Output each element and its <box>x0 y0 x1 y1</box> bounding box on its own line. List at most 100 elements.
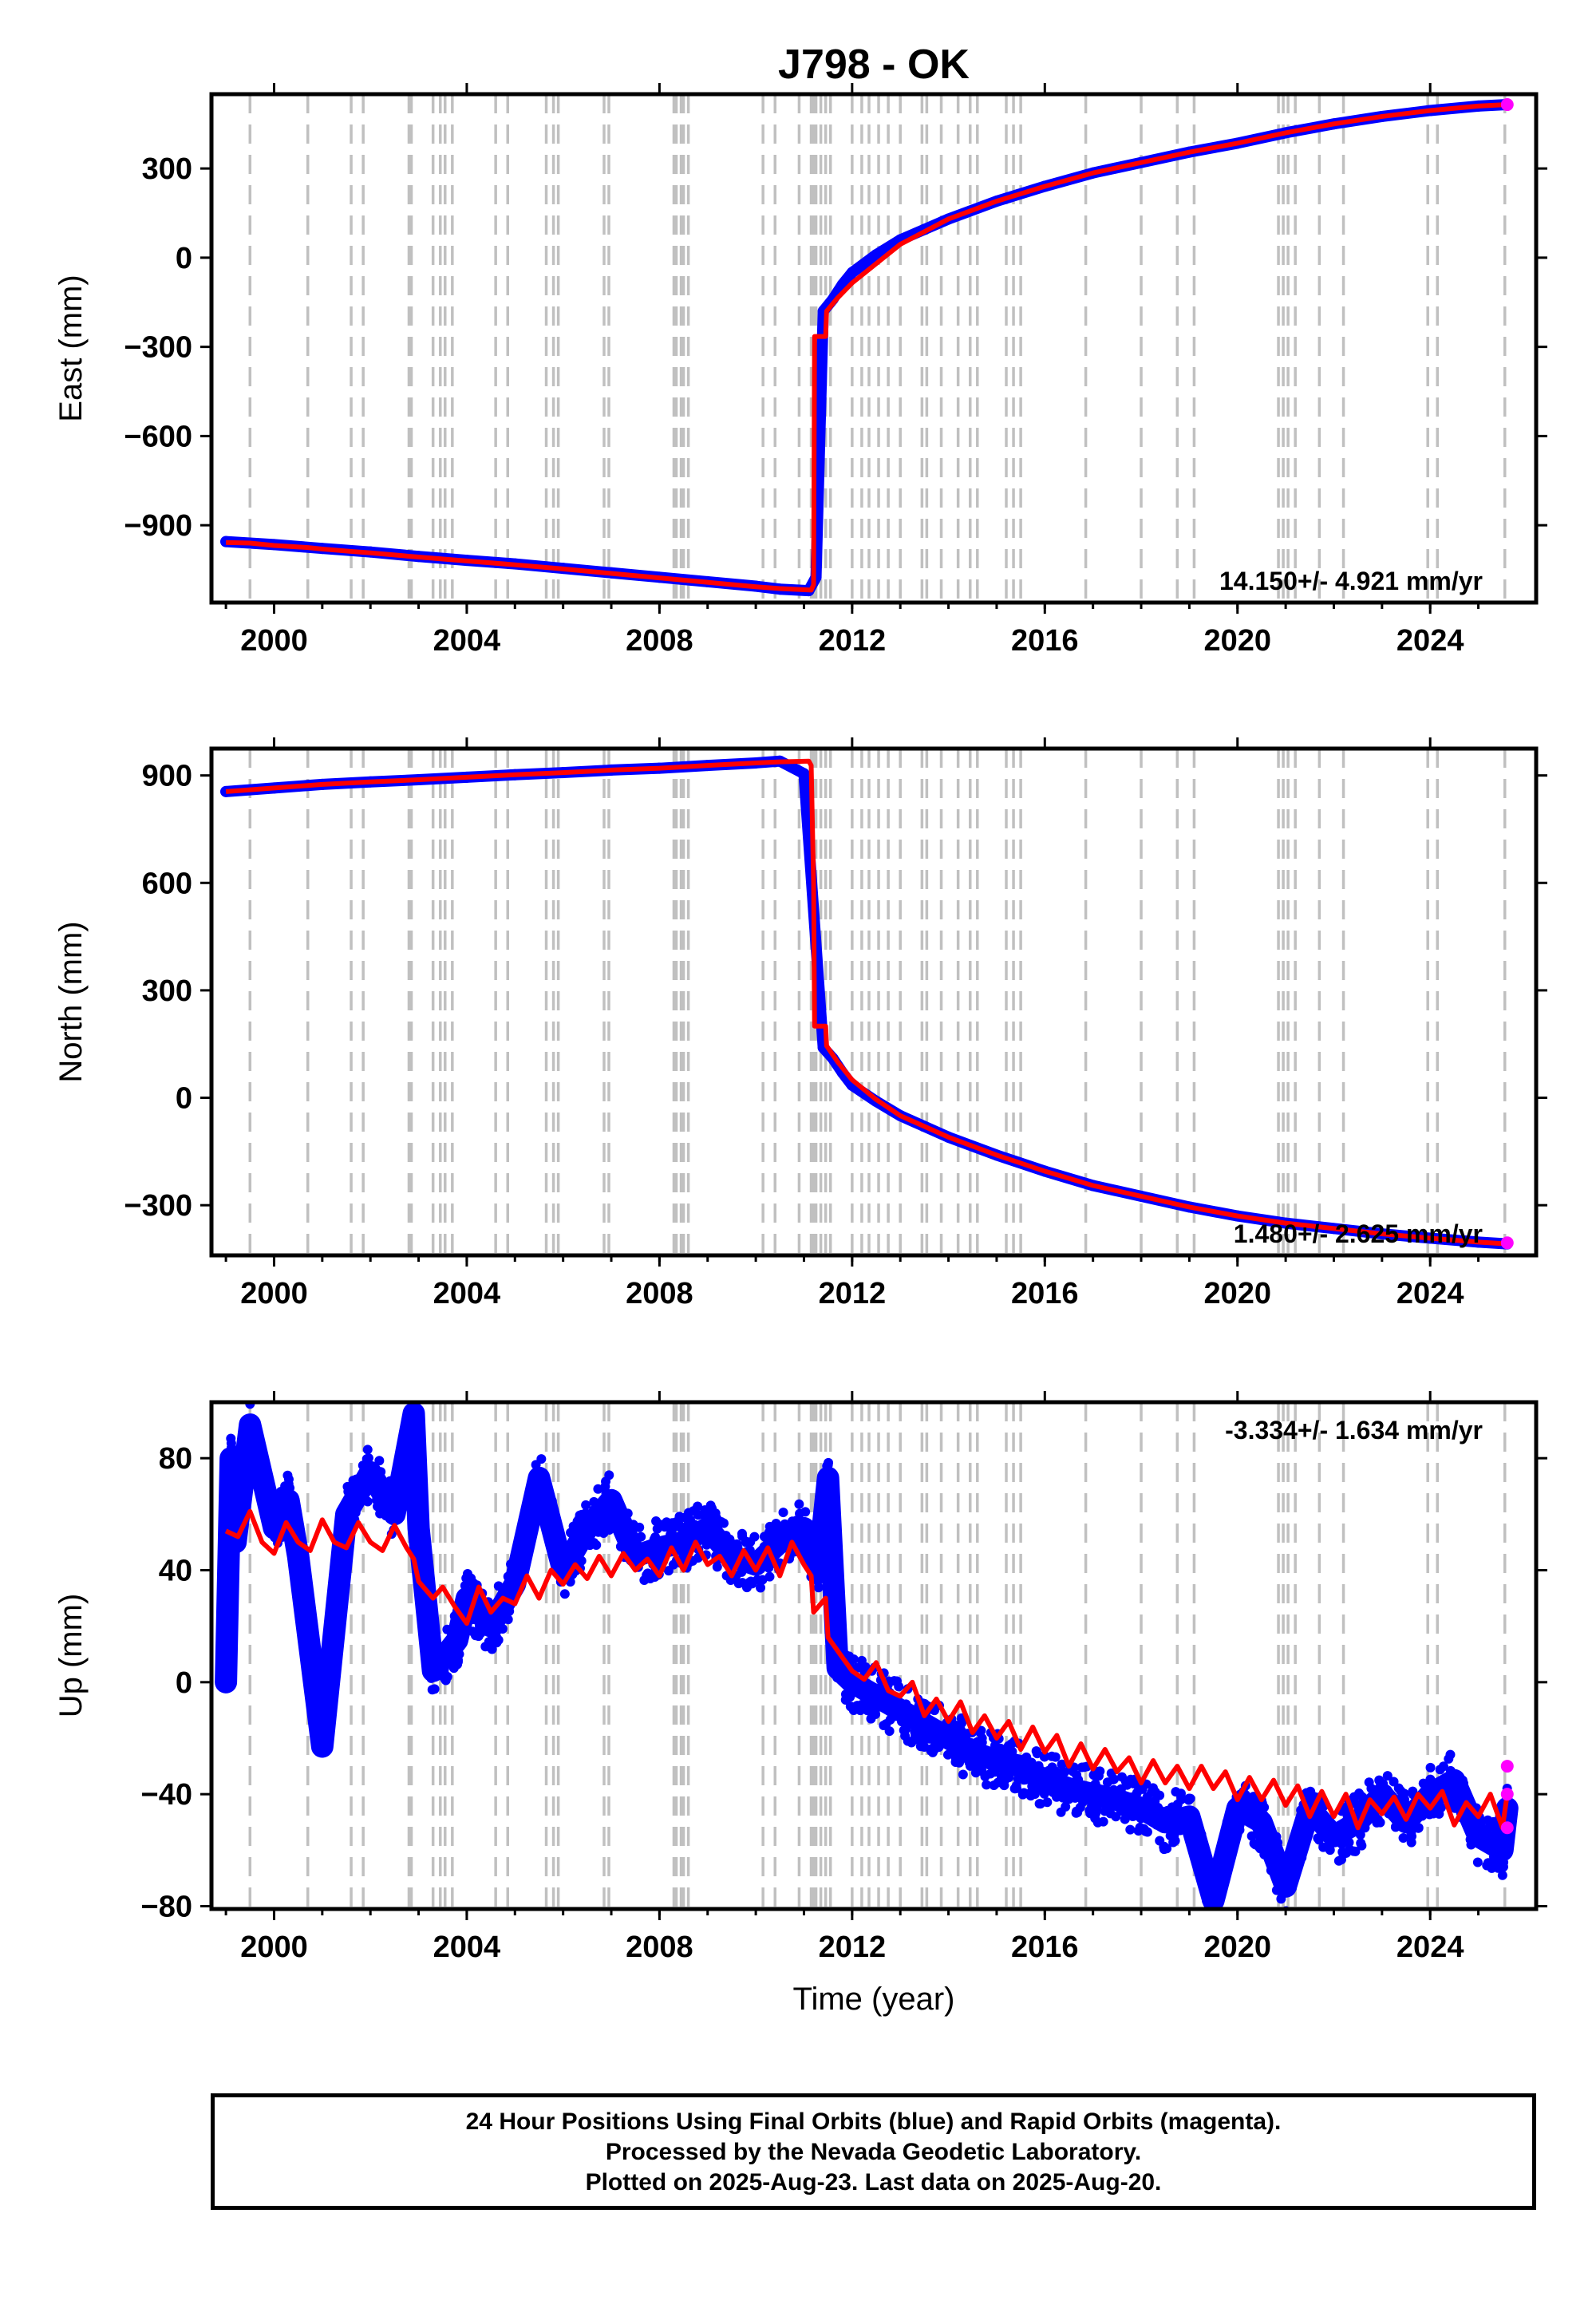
final-orbit-point <box>828 1555 838 1566</box>
final-orbit-point <box>1391 1821 1401 1832</box>
plot-frame-up <box>209 1400 1539 1911</box>
final-orbit-point <box>824 1485 834 1496</box>
final-orbit-point <box>634 1522 645 1532</box>
final-orbit-point <box>764 1571 775 1582</box>
final-orbit-point <box>270 1525 280 1535</box>
final-orbit-point <box>543 1515 554 1525</box>
final-orbit-point <box>255 1444 265 1454</box>
final-orbit-point <box>824 1457 834 1468</box>
final-orbit-point <box>887 1698 898 1709</box>
final-orbit-point <box>1296 1812 1306 1822</box>
final-orbit-point <box>1333 1856 1344 1866</box>
y-tick-label: 0 <box>176 1666 192 1700</box>
final-orbit-point <box>1357 1792 1367 1802</box>
x-tick-label: 2000 <box>240 624 308 658</box>
final-orbit-point <box>832 1673 843 1683</box>
final-orbit-point <box>1240 1796 1250 1806</box>
final-orbit-point <box>1078 1796 1088 1807</box>
final-orbit-point <box>256 1494 267 1504</box>
final-orbit-point <box>1391 1815 1401 1825</box>
x-tick-label: 2004 <box>433 1277 501 1310</box>
final-orbit-point <box>252 1425 263 1435</box>
gps-time-series-figure: J798 - OK 300 0 −300 −600 −900 2000 2004 2008 20… <box>53 41 1547 2017</box>
final-orbit-point <box>884 1726 895 1737</box>
rapid-orbit-point <box>1500 1788 1514 1801</box>
plot-frame-north <box>209 746 1539 1258</box>
y-axis-title-east: East (mm) <box>53 275 89 421</box>
final-orbit-point <box>1486 1819 1496 1829</box>
final-orbit-point <box>298 1579 309 1589</box>
final-orbit-point <box>946 1740 957 1750</box>
final-orbit-point <box>1070 1792 1080 1803</box>
final-orbit-point <box>321 1682 331 1692</box>
footer-box: 24 Hour Positions Using Final Orbits (bl… <box>211 2093 1536 2210</box>
final-orbit-point <box>776 1522 787 1532</box>
final-orbit-point <box>374 1456 385 1466</box>
x-tick-label: 2020 <box>1203 1931 1271 1964</box>
final-orbit-point <box>348 1476 358 1486</box>
final-orbit-point <box>1266 1865 1276 1875</box>
final-orbit-point <box>1425 1762 1436 1773</box>
final-orbit-point <box>589 1504 599 1515</box>
x-tick-label: 2020 <box>1203 1277 1271 1310</box>
final-orbit-point <box>1497 1870 1507 1880</box>
final-orbit-point <box>1292 1848 1302 1859</box>
final-orbit-point <box>504 1606 515 1616</box>
plot-frame-east <box>209 92 1539 605</box>
chart-title: J798 - OK <box>778 41 970 88</box>
final-orbit-point <box>958 1741 968 1751</box>
final-orbit-point <box>1313 1833 1323 1844</box>
final-orbit-point <box>1488 1840 1499 1851</box>
final-orbit-point <box>354 1498 365 1508</box>
final-orbit-point <box>615 1541 626 1551</box>
final-orbit-point <box>826 1516 836 1527</box>
final-orbit-point <box>680 1526 690 1536</box>
final-orbit-point <box>1148 1798 1159 1808</box>
final-orbit-point <box>258 1459 268 1469</box>
final-orbit-point <box>411 1440 421 1450</box>
final-orbit-point <box>1305 1824 1315 1835</box>
final-orbit-point <box>222 1624 232 1634</box>
x-tick-label: 2004 <box>433 624 501 658</box>
final-orbit-point <box>1079 1762 1089 1773</box>
final-orbit-point <box>503 1571 513 1582</box>
final-orbit-point <box>234 1488 244 1499</box>
final-orbit-point <box>1227 1836 1237 1846</box>
final-orbit-point <box>848 1654 859 1664</box>
final-orbit-point <box>522 1544 532 1555</box>
final-orbit-point <box>287 1540 298 1551</box>
final-orbit-point <box>957 1716 967 1726</box>
final-orbit-point <box>593 1484 603 1494</box>
final-orbit-point <box>1259 1849 1270 1860</box>
final-orbit-point <box>437 1645 447 1655</box>
final-orbit-point <box>1050 1779 1061 1789</box>
final-orbit-point <box>334 1595 344 1606</box>
final-orbit-point <box>1250 1799 1260 1809</box>
final-orbit-point <box>423 1629 433 1639</box>
final-orbit-point <box>1216 1856 1227 1866</box>
final-orbit-point <box>1047 1751 1057 1761</box>
final-orbit-point <box>1393 1783 1404 1793</box>
final-orbit-point <box>409 1402 419 1412</box>
final-orbit-point <box>859 1686 870 1697</box>
final-orbit-point <box>1245 1807 1255 1817</box>
final-orbits-trend <box>220 755 1513 1250</box>
final-orbit-point <box>618 1529 629 1539</box>
final-orbit-point <box>958 1769 968 1780</box>
panel-east: 300 0 −300 −600 −900 2000 2004 2008 2012 2016 2020… <box>53 83 1547 658</box>
final-orbit-point <box>710 1539 721 1549</box>
final-orbit-point <box>332 1585 342 1595</box>
final-orbit-point <box>701 1539 712 1550</box>
final-orbit-point <box>800 1548 811 1559</box>
final-orbit-point <box>1057 1759 1067 1769</box>
final-orbit-point <box>976 1725 986 1736</box>
final-orbit-point <box>375 1508 385 1519</box>
final-orbit-point <box>1491 1854 1501 1864</box>
final-orbit-point <box>827 1547 837 1558</box>
final-orbit-point <box>999 1780 1009 1791</box>
final-orbit-point <box>974 1748 984 1758</box>
final-orbit-point <box>235 1476 245 1487</box>
final-orbit-point <box>642 1570 652 1580</box>
final-orbit-point <box>342 1497 353 1508</box>
final-orbit-point <box>368 1478 378 1488</box>
